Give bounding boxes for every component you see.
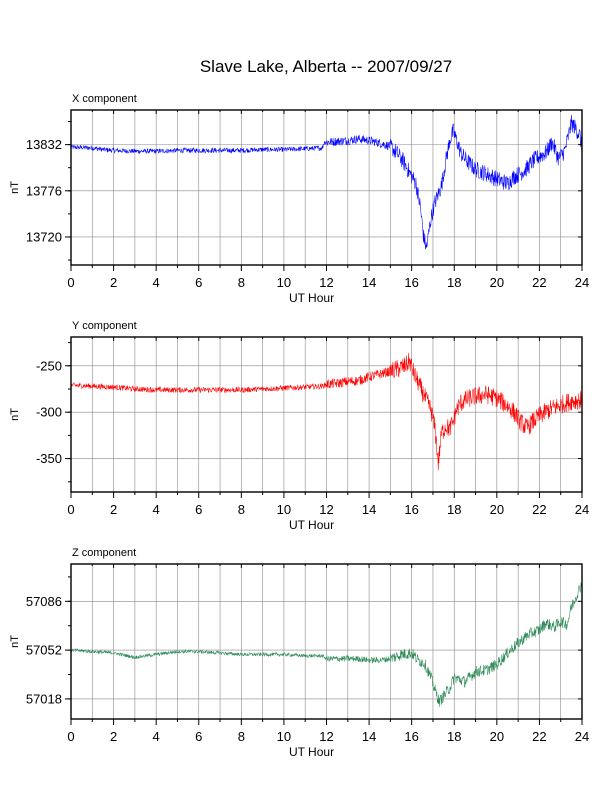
x-tick-label: 14 <box>362 275 376 290</box>
x-tick-label: 2 <box>110 502 117 517</box>
y-tick-label: 13832 <box>26 137 62 152</box>
y-tick-label: 57086 <box>26 594 62 609</box>
x-tick-label: 20 <box>490 275 504 290</box>
y-tick-label: -350 <box>36 451 62 466</box>
y-tick-label: 13776 <box>26 183 62 198</box>
x-tick-label: 18 <box>447 729 461 744</box>
x-tick-label: 16 <box>404 275 418 290</box>
x-tick-label: 10 <box>277 502 291 517</box>
x-tick-label: 16 <box>404 729 418 744</box>
panel-title: Y component <box>72 320 137 332</box>
x-tick-label: 0 <box>67 275 74 290</box>
x-tick-label: 22 <box>532 502 546 517</box>
y-axis-label: nT <box>9 635 21 648</box>
x-tick-label: 14 <box>362 502 376 517</box>
x-tick-label: 8 <box>238 502 245 517</box>
x-tick-label: 8 <box>238 275 245 290</box>
x-tick-label: 8 <box>238 729 245 744</box>
y-axis-label: nT <box>9 181 21 194</box>
x-tick-label: 6 <box>195 729 202 744</box>
x-tick-label: 6 <box>195 502 202 517</box>
x-tick-label: 4 <box>153 275 160 290</box>
y-tick-label: 13720 <box>26 229 62 244</box>
data-trace-y <box>70 352 583 471</box>
y-tick-label: 57018 <box>26 691 62 706</box>
x-axis-label: UT Hour <box>289 291 334 305</box>
y-axis-label: nT <box>9 408 21 421</box>
x-tick-label: 4 <box>153 729 160 744</box>
data-trace-z <box>70 582 583 707</box>
x-tick-label: 24 <box>575 502 589 517</box>
x-tick-label: 20 <box>490 729 504 744</box>
x-tick-label: 16 <box>404 502 418 517</box>
x-axis-label: UT Hour <box>289 745 334 759</box>
x-tick-label: 2 <box>110 275 117 290</box>
x-tick-label: 12 <box>319 275 333 290</box>
x-axis-label: UT Hour <box>289 518 334 532</box>
x-tick-label: 22 <box>532 729 546 744</box>
x-tick-label: 12 <box>319 502 333 517</box>
data-trace-x <box>70 114 583 250</box>
y-tick-label: -300 <box>36 405 62 420</box>
x-tick-label: 12 <box>319 729 333 744</box>
x-tick-label: 24 <box>575 729 589 744</box>
x-tick-label: 0 <box>67 729 74 744</box>
y-tick-label: 57052 <box>26 643 62 658</box>
x-tick-label: 20 <box>490 502 504 517</box>
x-tick-label: 0 <box>67 502 74 517</box>
x-tick-label: 14 <box>362 729 376 744</box>
x-tick-label: 10 <box>277 275 291 290</box>
x-tick-label: 22 <box>532 275 546 290</box>
x-tick-label: 18 <box>447 275 461 290</box>
x-tick-label: 2 <box>110 729 117 744</box>
y-tick-label: -250 <box>36 358 62 373</box>
panel-title: X component <box>72 93 137 105</box>
x-tick-label: 6 <box>195 275 202 290</box>
x-tick-label: 10 <box>277 729 291 744</box>
x-tick-label: 4 <box>153 502 160 517</box>
panel-title: Z component <box>72 547 136 559</box>
figure-title: Slave Lake, Alberta -- 2007/09/27 <box>199 57 453 76</box>
x-tick-label: 24 <box>575 275 589 290</box>
x-tick-label: 18 <box>447 502 461 517</box>
